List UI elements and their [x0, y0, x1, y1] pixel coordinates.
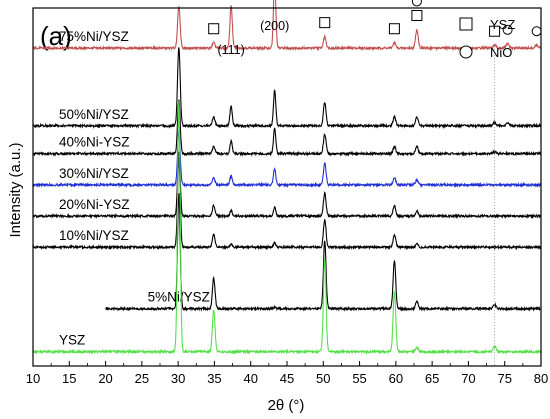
ysz-peak-marker [208, 23, 220, 35]
series-line-40-ni-ysz [32, 99, 542, 157]
legend-label: NiO [490, 45, 512, 60]
series-label-40-ni-ysz: 40%Ni-YSZ [59, 135, 130, 150]
x-tick-label: 70 [461, 371, 475, 386]
ysz-peak-marker [489, 25, 501, 37]
ysz-peak-marker [411, 9, 423, 21]
series-line-50-ni-ysz [32, 47, 542, 129]
x-tick-label: 30 [171, 371, 185, 386]
series-label-ysz: YSZ [59, 333, 85, 348]
x-tick-label: 75 [497, 371, 511, 386]
x-tick-label: 45 [280, 371, 294, 386]
legend-circle-icon [459, 45, 473, 59]
ysz-peak-marker [319, 17, 331, 29]
x-tick-label: 20 [98, 371, 112, 386]
legend: YSZ NiO [459, 17, 515, 60]
series-label-20-ni-ysz: 20%Ni-YSZ [59, 197, 130, 212]
x-tick-label: 65 [425, 371, 439, 386]
nio-peak-marker [502, 24, 513, 35]
x-tick-label: 25 [135, 371, 149, 386]
y-axis-label: Intensity (a.u.) [7, 142, 24, 237]
x-axis-label: 2θ (°) [268, 397, 305, 414]
x-tick-label: 55 [352, 371, 366, 386]
panel-label: (a) [40, 21, 72, 51]
series-label-50-ni-ysz: 50%Ni/YSZ [59, 107, 129, 122]
annotation-layer: (111) (200) [217, 19, 495, 366]
x-tick-label: 60 [389, 371, 403, 386]
legend-square-icon [459, 17, 473, 31]
series-line-5-ni-ysz [105, 193, 542, 312]
series-layer: 75%Ni/YSZ 50%Ni/YSZ 40%Ni-YSZ 30%Ni/YSZ 20%N… [32, 0, 542, 355]
legend-label: YSZ [490, 17, 515, 32]
x-tick-label: 50 [316, 371, 330, 386]
marker-layer [208, 0, 542, 37]
series-line-ysz [32, 100, 542, 355]
series-line-20-ni-ysz [32, 151, 542, 220]
x-tick-label: 15 [62, 371, 76, 386]
nio-peak-marker [411, 0, 422, 7]
series-line-10-ni-ysz [32, 157, 542, 251]
series-line-30-ni-ysz [32, 130, 542, 188]
ysz-peak-marker [388, 23, 400, 35]
x-tick-label: 40 [243, 371, 257, 386]
nio-peak-marker [531, 26, 542, 37]
series-label-30-ni-ysz: 30%Ni/YSZ [59, 166, 129, 181]
series-label-10-ni-ysz: 10%Ni/YSZ [59, 228, 129, 243]
x-tick-label: 80 [534, 371, 548, 386]
peak-annotation: (111) [217, 43, 244, 57]
series-label-5-ni-ysz: 5%Ni/YSZ [148, 290, 210, 305]
tick-layer: 10 15 20 25 30 35 40 45 50 55 60 65 70 75 80 [26, 361, 548, 386]
series-line-75-ni-ysz [32, 0, 542, 52]
series-label-75-ni-ysz: 75%Ni/YSZ [59, 29, 129, 44]
peak-annotation: (200) [260, 19, 289, 33]
x-tick-label: 35 [207, 371, 221, 386]
plot-frame [32, 7, 542, 367]
x-tick-label: 10 [26, 371, 40, 386]
